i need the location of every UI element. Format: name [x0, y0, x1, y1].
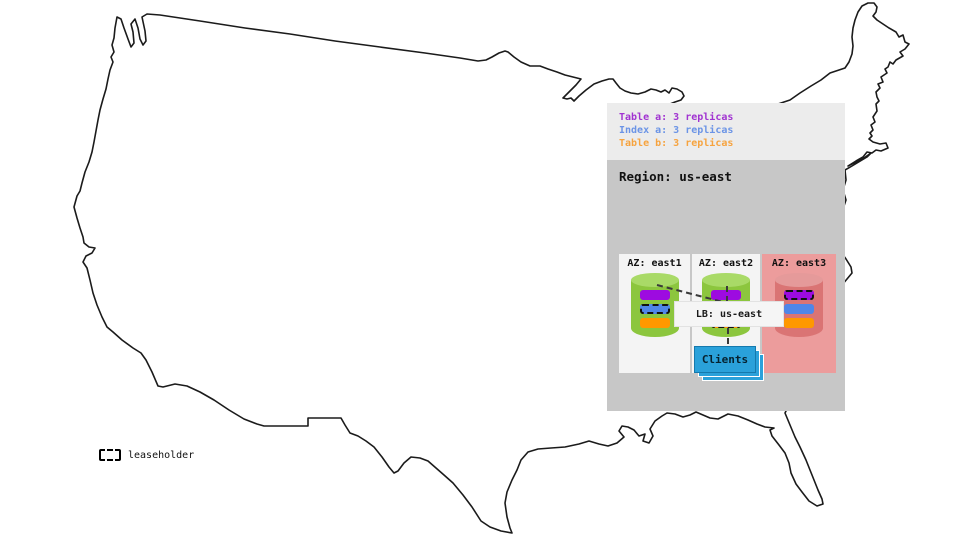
replica-stack-east3: [784, 290, 814, 328]
clients-box: Clients: [694, 346, 756, 373]
az-title-east2: AZ: east2: [698, 258, 754, 269]
replica-bar-index-a: [784, 304, 814, 314]
az-title-east3: AZ: east3: [771, 258, 827, 269]
az-title-east1: AZ: east1: [627, 258, 682, 269]
legend-index-a: Index a: 3 replicas: [619, 125, 734, 136]
replica-bar-table-a-leaseholder: [784, 290, 814, 300]
region-title: Region: us-east: [619, 169, 732, 184]
load-balancer: LB: us-east: [674, 301, 784, 327]
clients-stack: Clients: [694, 346, 764, 381]
legend-table-b: Table b: 3 replicas: [619, 138, 734, 149]
db-cylinder-top: [630, 273, 679, 287]
leaseholder-key: leaseholder: [99, 449, 194, 461]
db-node-east1: [630, 273, 679, 339]
replica-bar-table-b: [639, 318, 670, 328]
db-node-east3: [775, 273, 823, 339]
region-diagram-panel: Table a: 3 replicas Index a: 3 replicas …: [607, 103, 845, 411]
db-cylinder-top: [775, 273, 823, 287]
leaseholder-swatch-icon: [99, 449, 121, 461]
replica-bar-table-a: [711, 290, 741, 300]
legend-table-a: Table a: 3 replicas: [619, 112, 734, 123]
db-cylinder-top: [702, 273, 750, 287]
replica-bar-table-a: [639, 290, 670, 300]
replica-stack-east1: [639, 290, 670, 328]
replica-bar-index-a-leaseholder: [639, 304, 670, 314]
replica-bar-table-b: [784, 318, 814, 328]
leaseholder-key-label: leaseholder: [128, 449, 195, 461]
replica-legend: Table a: 3 replicas Index a: 3 replicas …: [607, 103, 845, 160]
az-box-east3: AZ: east3: [762, 254, 836, 373]
